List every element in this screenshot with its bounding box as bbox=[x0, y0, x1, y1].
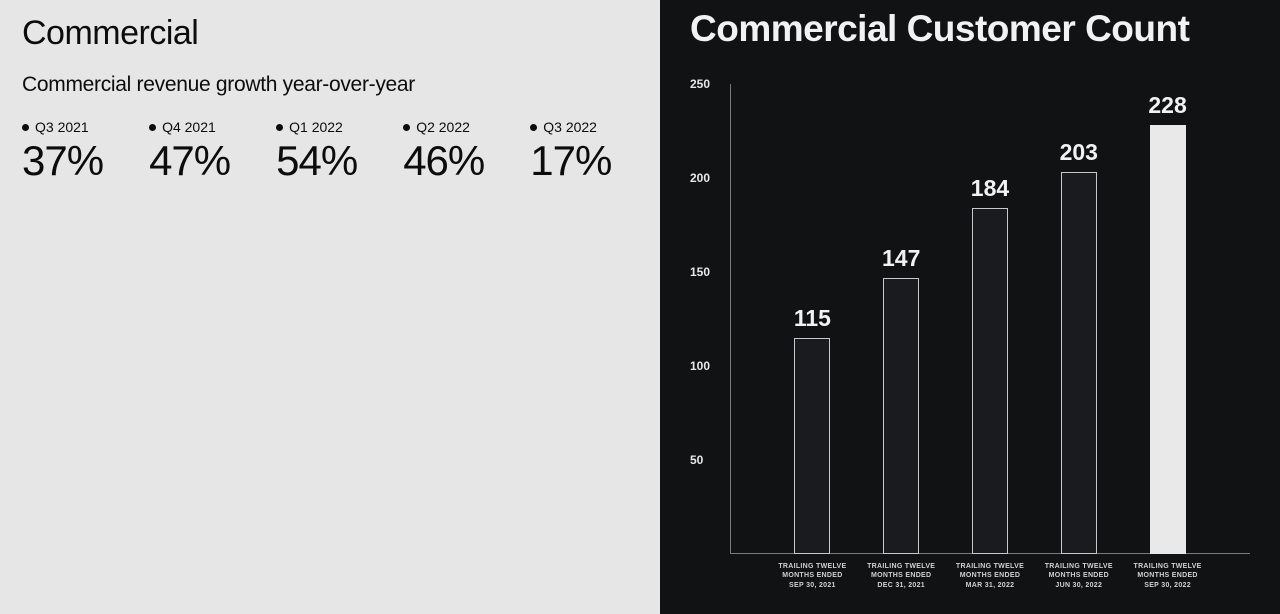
bullet-icon bbox=[530, 124, 537, 131]
bars-container: 115 147 184 203 228 bbox=[730, 84, 1250, 554]
right-title: Commercial Customer Count bbox=[690, 8, 1260, 50]
bar-value-label: 203 bbox=[1060, 139, 1098, 166]
growth-label: Q3 2022 bbox=[543, 119, 597, 135]
growth-label-row: Q3 2022 bbox=[530, 119, 611, 135]
growth-item: Q3 2021 37% bbox=[22, 119, 103, 185]
bar-value-label: 147 bbox=[882, 245, 920, 272]
left-panel: Commercial Commercial revenue growth yea… bbox=[0, 0, 660, 614]
x-tick-label: TRAILING TWELVEMONTHS ENDEDSEP 30, 2021 bbox=[768, 562, 857, 590]
growth-label-row: Q2 2022 bbox=[403, 119, 484, 135]
growth-value: 54% bbox=[276, 137, 357, 185]
growth-value: 37% bbox=[22, 137, 103, 185]
growth-row: Q3 2021 37% Q4 2021 47% Q1 2022 54% bbox=[22, 119, 638, 185]
y-tick-label: 250 bbox=[690, 77, 724, 91]
growth-label-row: Q1 2022 bbox=[276, 119, 357, 135]
bar-column: 184 bbox=[970, 175, 1010, 554]
growth-item: Q2 2022 46% bbox=[403, 119, 484, 185]
growth-label: Q3 2021 bbox=[35, 119, 89, 135]
x-axis-labels: TRAILING TWELVEMONTHS ENDEDSEP 30, 2021T… bbox=[730, 562, 1250, 590]
bar-column: 203 bbox=[1059, 139, 1099, 554]
x-tick-label: TRAILING TWELVEMONTHS ENDEDSEP 30, 2022 bbox=[1123, 562, 1212, 590]
growth-item: Q3 2022 17% bbox=[530, 119, 611, 185]
bar-value-label: 184 bbox=[971, 175, 1009, 202]
growth-label: Q2 2022 bbox=[416, 119, 470, 135]
growth-label-row: Q4 2021 bbox=[149, 119, 230, 135]
y-tick-label: 200 bbox=[690, 171, 724, 185]
x-tick-label: TRAILING TWELVEMONTHS ENDEDJUN 30, 2022 bbox=[1034, 562, 1123, 590]
x-tick-label: TRAILING TWELVEMONTHS ENDEDMAR 31, 2022 bbox=[946, 562, 1035, 590]
y-tick-label: 50 bbox=[690, 453, 724, 467]
bar-column: 228 bbox=[1148, 92, 1188, 554]
bar bbox=[1150, 125, 1186, 554]
bar-value-label: 115 bbox=[794, 305, 831, 332]
bar bbox=[794, 338, 830, 554]
y-tick-label: 150 bbox=[690, 265, 724, 279]
right-panel: Commercial Customer Count 50 100 150 200 250… bbox=[660, 0, 1280, 614]
bar-column: 115 bbox=[792, 305, 832, 554]
left-subtitle: Commercial revenue growth year-over-year bbox=[22, 73, 638, 97]
bar bbox=[972, 208, 1008, 554]
growth-item: Q4 2021 47% bbox=[149, 119, 230, 185]
growth-label-row: Q3 2021 bbox=[22, 119, 103, 135]
growth-label: Q1 2022 bbox=[289, 119, 343, 135]
customer-count-chart: 50100150200250 115147184203228 TRAILING … bbox=[690, 84, 1250, 554]
page-root: Commercial Commercial revenue growth yea… bbox=[0, 0, 1280, 614]
bar-value-label: 228 bbox=[1148, 92, 1186, 119]
x-tick-label: TRAILING TWELVEMONTHS ENDEDDEC 31, 2021 bbox=[857, 562, 946, 590]
bar-column: 147 bbox=[881, 245, 921, 554]
growth-item: Q1 2022 54% bbox=[276, 119, 357, 185]
bar bbox=[883, 278, 919, 554]
bar bbox=[1061, 172, 1097, 554]
bullet-icon bbox=[276, 124, 283, 131]
bullet-icon bbox=[149, 124, 156, 131]
left-title: Commercial bbox=[22, 14, 638, 53]
growth-value: 47% bbox=[149, 137, 230, 185]
growth-label: Q4 2021 bbox=[162, 119, 216, 135]
bullet-icon bbox=[403, 124, 410, 131]
bullet-icon bbox=[22, 124, 29, 131]
growth-value: 46% bbox=[403, 137, 484, 185]
y-tick-label: 100 bbox=[690, 359, 724, 373]
growth-value: 17% bbox=[530, 137, 611, 185]
